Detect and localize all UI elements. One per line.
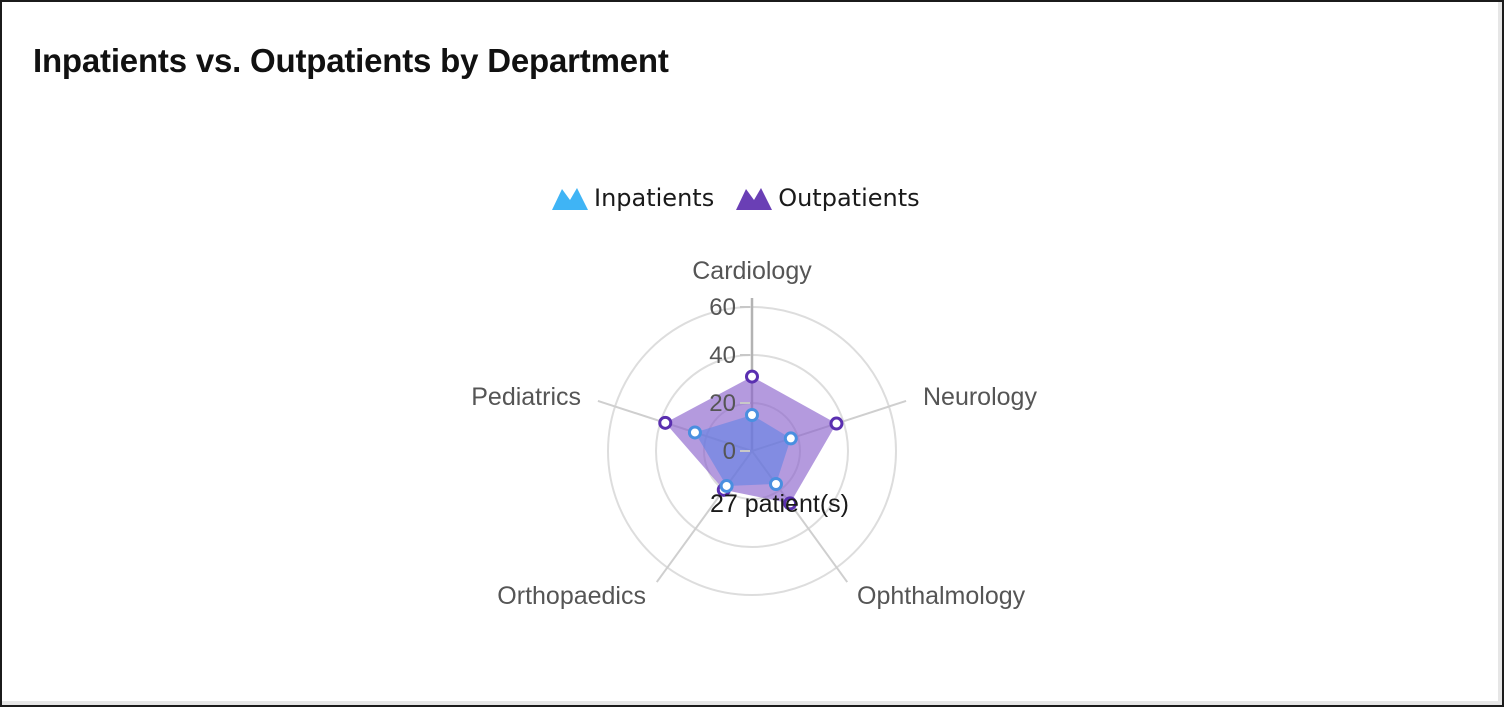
- legend-label-outpatients: Outpatients: [778, 184, 920, 212]
- data-point[interactable]: [783, 431, 798, 446]
- chart-title: Inpatients vs. Outpatients by Department: [33, 42, 669, 79]
- data-point[interactable]: [768, 477, 783, 492]
- tick-label: 40: [709, 342, 736, 369]
- radial-tick-labels: 0 20 40 60: [709, 294, 750, 465]
- radar-series: [658, 369, 844, 511]
- data-tooltip: 27 patient(s): [710, 490, 849, 518]
- data-point[interactable]: [687, 425, 702, 440]
- data-point[interactable]: [783, 496, 798, 511]
- legend-item-inpatients[interactable]: Inpatients: [550, 184, 714, 212]
- tooltip-text: 27 patient(s): [710, 490, 849, 518]
- mountain-area-icon: [552, 188, 588, 210]
- tick-label: 60: [709, 294, 736, 321]
- tick-label: 20: [709, 390, 736, 417]
- data-point[interactable]: [745, 369, 759, 384]
- data-point[interactable]: [745, 408, 759, 422]
- data-point[interactable]: [829, 416, 844, 431]
- chart-legend: Inpatients Outpatients: [550, 184, 920, 212]
- axis-label-ophthalmology: Ophthalmology: [857, 582, 1026, 610]
- axis-label-pediatrics: Pediatrics: [471, 383, 581, 411]
- tick-label: 0: [723, 438, 736, 465]
- data-point[interactable]: [719, 478, 734, 493]
- category-axis-labels: Cardiology Neurology Ophthalmology Orthopae…: [471, 257, 1037, 610]
- mountain-area-icon: [736, 188, 773, 210]
- data-point[interactable]: [658, 415, 673, 430]
- legend-item-outpatients[interactable]: Outpatients: [734, 184, 920, 212]
- axis-label-cardiology: Cardiology: [692, 257, 812, 285]
- axis-label-orthopaedics: Orthopaedics: [497, 582, 646, 610]
- legend-label-inpatients: Inpatients: [594, 184, 715, 212]
- axis-label-neurology: Neurology: [923, 383, 1037, 411]
